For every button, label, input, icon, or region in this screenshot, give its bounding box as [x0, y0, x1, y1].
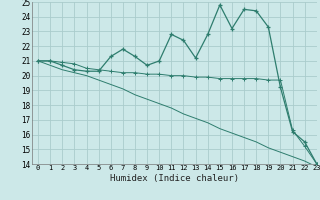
X-axis label: Humidex (Indice chaleur): Humidex (Indice chaleur) [110, 174, 239, 183]
